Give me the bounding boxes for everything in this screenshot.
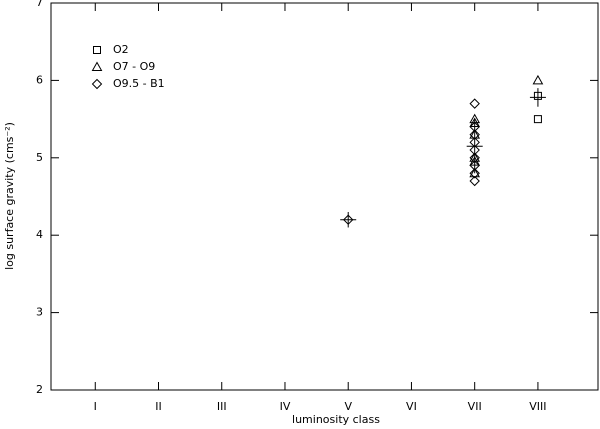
x-tick-label: VI (406, 400, 417, 413)
legend-label: O9.5 - B1 (113, 77, 165, 90)
y-tick-label: 2 (36, 383, 43, 396)
point (533, 115, 542, 124)
x-tick-label: II (155, 400, 162, 413)
x-tick-label: V (344, 400, 352, 413)
legend-marker (91, 61, 103, 71)
plot-frame (50, 2, 599, 391)
legend-marker (93, 46, 101, 54)
x-axis-label: luminosity class (292, 413, 380, 426)
x-tick-label: I (94, 400, 97, 413)
point (469, 168, 480, 179)
y-tick-label: 6 (36, 73, 43, 86)
y-tick-label: 3 (36, 306, 43, 319)
x-tick-label: VII (468, 400, 482, 413)
y-axis-label: log surface gravity (cms⁻²) (3, 122, 16, 270)
y-tick-label: 7 (36, 0, 43, 9)
x-tick-label: VIII (529, 400, 546, 413)
legend-label: O2 (113, 43, 129, 56)
y-tick-label: 5 (36, 151, 43, 164)
x-tick-label: IV (280, 400, 291, 413)
point (469, 175, 480, 187)
legend-label: O7 - O9 (113, 60, 155, 73)
point (469, 98, 480, 109)
y-tick-label: 4 (36, 228, 43, 241)
x-tick-label: III (217, 400, 227, 413)
legend-marker (91, 78, 103, 90)
point (532, 74, 544, 85)
